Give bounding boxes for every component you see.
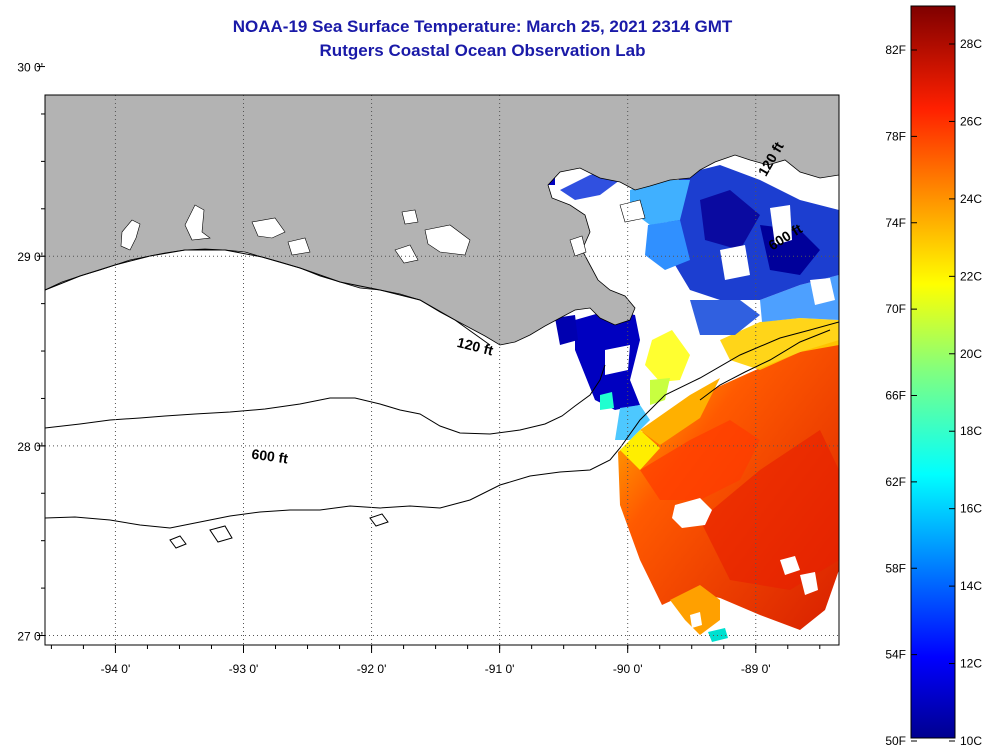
colorbar-c-label: 24C [960,192,982,206]
colorbar-f-label: 66F [885,389,906,403]
lon-tick-label: -89 0' [741,662,771,676]
colorbar-f-label: 54F [885,648,906,662]
colorbar-f-label: 74F [885,216,906,230]
colorbar-c-label: 12C [960,657,982,671]
contour-label: 600 ft [251,446,290,467]
inland-water [120,199,646,264]
bathymetry-contours [45,249,839,549]
colorbar-f-label: 70F [885,302,906,316]
colorbar-f-label: 78F [885,129,906,143]
colorbar-fahrenheit-labels: 82F 78F 74F 70F 66F 62F 58F 54F 50F [885,43,906,748]
colorbar-ticks [911,43,955,742]
colorbar-celsius-labels: 28C 26C 24C 22C 20C 18C 16C 14C 12C 10C [960,37,982,748]
colorbar-f-label: 50F [885,734,906,748]
lat-tick-label: 28 0' [17,440,43,454]
lon-tick-label: -91 0' [485,662,515,676]
lat-tick-label: 27 0' [17,630,43,644]
colorbar-c-label: 22C [960,269,982,283]
colorbar-f-label: 62F [885,475,906,489]
colorbar-c-label: 16C [960,502,982,516]
colorbar-f-label: 82F [885,43,906,57]
longitude-labels: -94 0' -93 0' -92 0' -91 0' -90 0' -89 0' [101,662,771,676]
colorbar [910,5,956,739]
coordinate-grid [45,95,839,645]
colorbar-f-label: 58F [885,561,906,575]
lon-tick-label: -92 0' [357,662,387,676]
colorbar-c-label: 10C [960,734,982,748]
colorbar-c-label: 14C [960,579,982,593]
map-frame [44,94,840,646]
lon-tick-label: -90 0' [613,662,643,676]
sst-data-swath [540,165,839,642]
lat-tick-label: 30 0' [17,61,43,75]
colorbar-c-label: 20C [960,347,982,361]
axis-ticks [37,66,821,653]
lon-tick-label: -94 0' [101,662,131,676]
lat-tick-label: 29 0' [17,250,43,264]
colorbar-c-label: 26C [960,114,982,128]
title-line-1: NOAA-19 Sea Surface Temperature: March 2… [232,17,733,36]
lon-tick-label: -93 0' [229,662,259,676]
colorbar-c-label: 18C [960,424,982,438]
colorbar-c-label: 28C [960,37,982,51]
latitude-labels: 30 0' 29 0' 28 0' 27 0' [17,61,43,644]
title-line-2: Rutgers Coastal Ocean Observation Lab [319,41,646,60]
